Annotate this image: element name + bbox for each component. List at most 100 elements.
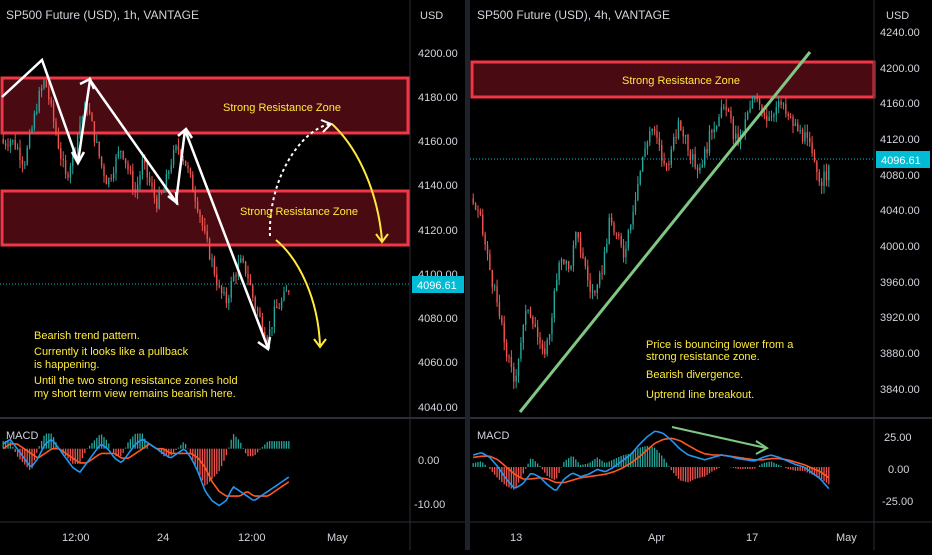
left-note-5: my short term view remains bearish here. bbox=[34, 388, 236, 400]
candle-body bbox=[713, 128, 715, 133]
right-note-2: strong resistance zone. bbox=[646, 351, 760, 363]
left-projection-yellow-2 bbox=[275, 239, 321, 346]
candle-body bbox=[110, 178, 112, 180]
right-chart-panel[interactable]: Strong Resistance Zone Price is bouncing… bbox=[470, 0, 932, 550]
candle-body bbox=[532, 316, 534, 325]
candle-body bbox=[773, 114, 775, 117]
right-macd-indicator bbox=[472, 430, 830, 491]
macd-line bbox=[2, 438, 290, 507]
candle-body bbox=[811, 142, 813, 154]
candle-body bbox=[196, 201, 199, 212]
candle-body bbox=[806, 132, 809, 138]
candle-body bbox=[493, 286, 496, 288]
candle-body bbox=[259, 311, 261, 317]
candle-body bbox=[273, 306, 276, 328]
candle-body bbox=[723, 106, 725, 108]
candle-body bbox=[136, 184, 139, 192]
candle-body bbox=[192, 174, 194, 192]
candle-body bbox=[730, 111, 732, 119]
candle-body bbox=[184, 160, 187, 166]
candle-body bbox=[199, 211, 201, 217]
candle-body bbox=[254, 297, 256, 309]
left-chart-panel[interactable]: Strong Resistance Zone Strong Resistance… bbox=[0, 0, 465, 550]
right-uptrend-line bbox=[518, 51, 812, 413]
candle-body bbox=[505, 342, 508, 357]
candle-body bbox=[715, 126, 718, 129]
candle-body bbox=[88, 110, 91, 114]
candle-body bbox=[758, 98, 761, 105]
candle-body bbox=[26, 147, 28, 165]
candle-body bbox=[508, 356, 510, 358]
candle-body bbox=[129, 169, 132, 172]
candle-body bbox=[264, 332, 266, 338]
left-macd-tick: -10.00 bbox=[414, 499, 445, 511]
candle-body bbox=[252, 285, 254, 298]
candle-body bbox=[513, 367, 515, 382]
candle-body bbox=[620, 235, 622, 246]
candle-body bbox=[256, 308, 259, 312]
candle-body bbox=[98, 141, 100, 157]
candle-body bbox=[153, 186, 156, 198]
candle-body bbox=[689, 150, 692, 160]
right-chart-title: SP500 Future (USD), 4h, VANTAGE bbox=[477, 8, 670, 22]
candle-body bbox=[701, 165, 704, 168]
candle-body bbox=[672, 137, 675, 150]
right-current-price-text: 4096.61 bbox=[881, 155, 921, 167]
candle-body bbox=[670, 149, 672, 165]
candle-body bbox=[496, 286, 498, 303]
candle-body bbox=[560, 259, 563, 263]
candle-body bbox=[823, 171, 825, 186]
candle-body bbox=[43, 80, 45, 89]
candle-body bbox=[93, 121, 96, 142]
candle-body bbox=[158, 192, 160, 209]
right-macd-tick: -25.00 bbox=[882, 496, 913, 508]
candle-body bbox=[498, 302, 501, 317]
candle-body bbox=[40, 88, 43, 91]
candle-body bbox=[718, 116, 720, 127]
candle-body bbox=[96, 141, 98, 143]
candle-body bbox=[797, 123, 799, 132]
candle-body bbox=[127, 163, 129, 170]
candle-body bbox=[182, 158, 184, 161]
candle-body bbox=[12, 140, 14, 142]
candle-body bbox=[211, 258, 213, 260]
candle-body bbox=[280, 300, 283, 309]
candle-body bbox=[694, 154, 696, 168]
right-time-label: Apr bbox=[648, 532, 665, 544]
candle-body bbox=[601, 272, 603, 274]
candle-body bbox=[711, 130, 713, 133]
candle-body bbox=[775, 107, 777, 115]
left-current-price-text: 4096.61 bbox=[417, 280, 457, 292]
candle-body bbox=[132, 171, 134, 190]
candle-body bbox=[172, 150, 175, 165]
left-note-1: Bearish trend pattern. bbox=[34, 330, 140, 342]
candle-body bbox=[235, 275, 237, 277]
candle-body bbox=[754, 98, 756, 100]
candle-body bbox=[828, 166, 830, 181]
candle-body bbox=[558, 262, 560, 280]
candle-body bbox=[727, 109, 730, 112]
candle-body bbox=[170, 164, 172, 172]
candle-body bbox=[278, 308, 280, 310]
resistance-zone-right bbox=[470, 60, 876, 99]
candle-body bbox=[81, 116, 84, 124]
candle-body bbox=[218, 285, 220, 287]
left-time-label: 12:00 bbox=[62, 532, 90, 544]
candle-body bbox=[14, 140, 16, 149]
candle-body bbox=[491, 269, 493, 288]
candle-body bbox=[536, 327, 539, 337]
candle-body bbox=[187, 165, 189, 169]
candle-body bbox=[4, 143, 7, 146]
candle-body bbox=[477, 209, 479, 211]
candle-body bbox=[120, 151, 122, 153]
candle-body bbox=[163, 189, 165, 193]
right-note-1: Price is bouncing lower from a bbox=[646, 339, 794, 351]
candle-body bbox=[770, 116, 773, 118]
candle-body bbox=[268, 328, 271, 342]
left-time-label: 12:00 bbox=[238, 532, 266, 544]
left-price-tick: 4120.00 bbox=[418, 225, 458, 237]
candle-body bbox=[644, 148, 646, 157]
panel-divider[interactable] bbox=[465, 0, 470, 550]
candle-body bbox=[553, 291, 556, 318]
